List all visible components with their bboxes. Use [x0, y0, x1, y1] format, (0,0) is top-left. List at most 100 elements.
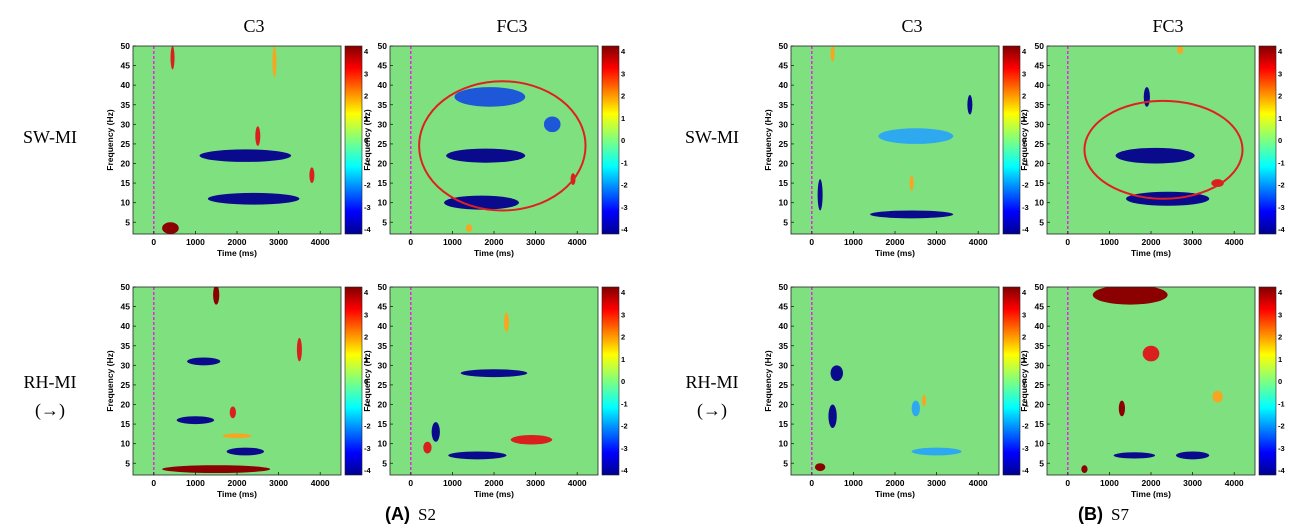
colorbar-tick-label: 0 [1278, 136, 1282, 145]
x-tick-label: 2000 [886, 237, 905, 247]
heatmap-background [133, 287, 341, 475]
colorbar-tick-label: 4 [364, 288, 369, 297]
heatmap-blob [922, 394, 927, 407]
colorbar-tick-label: 2 [621, 92, 625, 101]
colorbar-tick-label: 1 [364, 114, 368, 123]
colorbar-tick-label: 4 [621, 47, 626, 56]
heatmap-blob [309, 167, 315, 184]
colorbar-tick-label: -1 [621, 399, 628, 408]
y-tick-label: 10 [121, 198, 131, 208]
colorbar-tick-label: 2 [1022, 333, 1026, 342]
heatmap-background [791, 287, 999, 475]
heatmap-blob [465, 224, 473, 233]
y-tick-label: 50 [779, 282, 789, 292]
y-tick-label: 5 [1039, 458, 1044, 468]
x-axis-label: Time (ms) [474, 489, 514, 499]
y-tick-label: 30 [1035, 360, 1045, 370]
heatmap-background [1047, 46, 1255, 234]
heatmap-blob [272, 46, 277, 78]
heatmap-blob [1092, 287, 1168, 305]
colorbar-tick-label: -4 [1278, 466, 1285, 475]
y-tick-label: 15 [121, 178, 131, 188]
colorbar [1258, 286, 1277, 476]
heatmap-blobs [423, 312, 553, 460]
x-axis-label: Time (ms) [875, 489, 915, 499]
colorbar-tick-label: 4 [1022, 47, 1027, 56]
colorbar-tick-label: 2 [364, 333, 368, 342]
x-tick-label: 4000 [568, 478, 587, 488]
panel-letter-a: (A) [385, 504, 410, 524]
x-tick-label: 3000 [526, 237, 545, 247]
x-tick-label: 2000 [228, 478, 247, 488]
heatmap-blob [213, 287, 220, 305]
heatmap-blob [162, 222, 179, 234]
y-tick-label: 40 [378, 80, 388, 90]
colorbar-tick-label: 0 [364, 136, 368, 145]
heatmap-a-rh-mi-fc3: 0 1000 2000 3000 40005101520253035404550Time… [362, 282, 628, 499]
channel-header-c3-a: C3 [243, 16, 264, 36]
colorbar-tick-label: 4 [1278, 47, 1283, 56]
y-tick-label: 45 [121, 302, 131, 312]
colorbar-tick-label: 1 [621, 355, 625, 364]
y-axis-label: Frequency (Hz) [763, 350, 773, 412]
heatmap-blob [1175, 451, 1210, 460]
heatmap-blob [431, 422, 440, 442]
heatmap-b-sw-mi-c3: 0 1000 2000 3000 40005101520253035404550Time… [763, 41, 1029, 258]
heatmap-background [133, 46, 341, 234]
x-tick-label: 4000 [969, 478, 988, 488]
x-tick-label: 2000 [886, 478, 905, 488]
heatmap-blobs [162, 287, 302, 474]
x-tick-label: 4000 [1225, 478, 1244, 488]
heatmap-blob [446, 148, 526, 163]
row-label-rhmi-arrow-a: (→) [35, 400, 65, 421]
y-tick-label: 30 [378, 119, 388, 129]
colorbar-tick-label: 3 [621, 310, 625, 319]
colorbar-tick-label: 0 [364, 377, 368, 386]
heatmap-blob [296, 337, 302, 362]
heatmap-blob [1143, 87, 1150, 107]
x-axis-label: Time (ms) [217, 489, 257, 499]
heatmap-blob [828, 404, 837, 428]
y-tick-label: 10 [779, 439, 789, 449]
heatmap-blob [199, 149, 292, 162]
heatmap-blob [255, 126, 261, 146]
heatmap-blob [1177, 46, 1184, 54]
colorbar-tick-label: 1 [621, 114, 625, 123]
heatmap-blob [226, 447, 265, 456]
y-tick-label: 35 [121, 341, 131, 351]
y-tick-label: 35 [1035, 100, 1045, 110]
y-axis-label: Frequency (Hz) [1019, 350, 1029, 412]
colorbar-tick-label: -4 [1278, 225, 1285, 234]
y-axis-label: Frequency (Hz) [362, 109, 372, 171]
row-label-swmi-a: SW-MI [23, 127, 77, 147]
x-tick-label: 3000 [927, 237, 946, 247]
heatmap-blob [878, 128, 954, 144]
x-tick-label: 0 [809, 237, 814, 247]
heatmap-blob [967, 94, 973, 115]
y-tick-label: 5 [382, 458, 387, 468]
y-tick-label: 35 [378, 100, 388, 110]
y-tick-label: 45 [1035, 61, 1045, 71]
y-axis-label: Frequency (Hz) [763, 109, 773, 171]
colorbar-tick-label: -3 [621, 444, 628, 453]
y-tick-label: 30 [378, 360, 388, 370]
colorbar-tick-label: 4 [1278, 288, 1283, 297]
y-tick-label: 15 [378, 178, 388, 188]
y-tick-label: 10 [1035, 439, 1045, 449]
heatmap-blob [162, 465, 271, 474]
y-tick-label: 50 [1035, 41, 1045, 51]
y-tick-label: 30 [779, 360, 789, 370]
y-tick-label: 15 [1035, 419, 1045, 429]
heatmap-blob [207, 192, 300, 205]
y-tick-label: 15 [1035, 178, 1045, 188]
x-tick-label: 1000 [844, 478, 863, 488]
colorbar-tick-label: -4 [621, 225, 628, 234]
x-tick-label: 0 [809, 478, 814, 488]
colorbar-tick-label: -2 [1278, 422, 1285, 431]
heatmap-blob [911, 400, 920, 417]
colorbar-tick-label: -1 [621, 158, 628, 167]
colorbar-tick-label: -4 [1022, 466, 1029, 475]
panel-subject-a: S2 [418, 505, 436, 524]
x-tick-label: 0 [1065, 478, 1070, 488]
colorbar-tick-label: -4 [364, 225, 371, 234]
